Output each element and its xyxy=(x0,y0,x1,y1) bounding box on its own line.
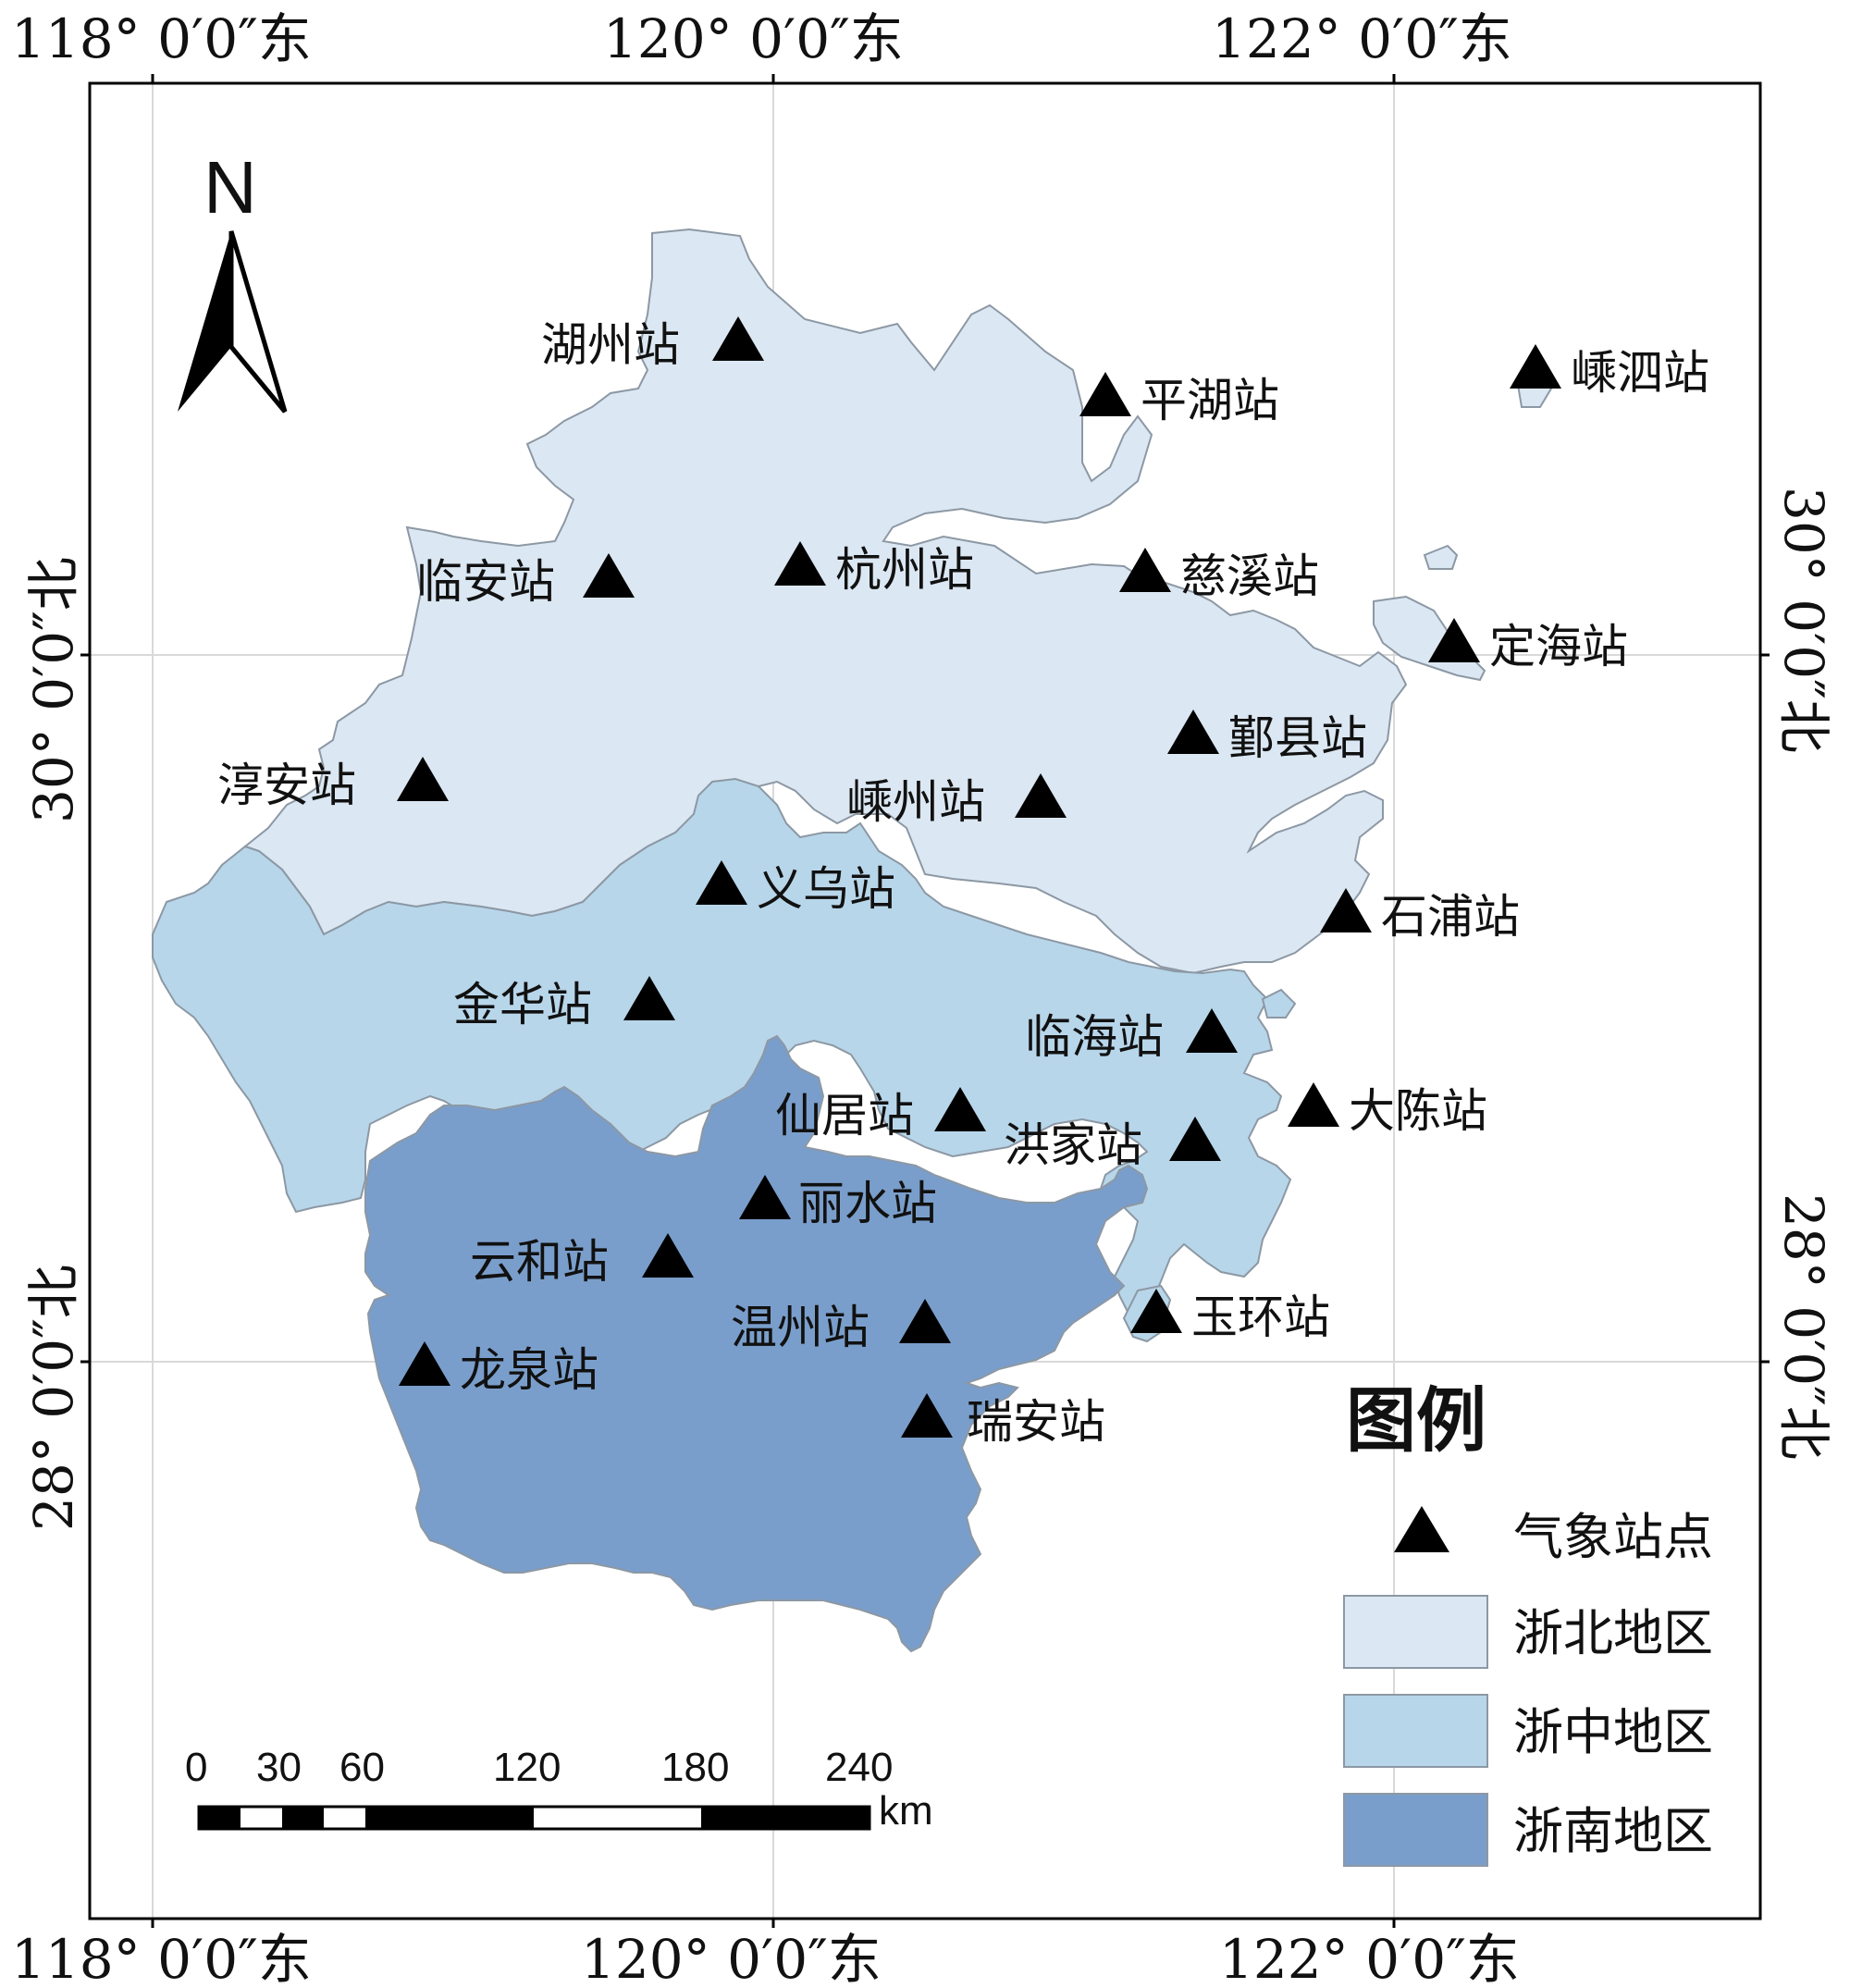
station-label: 洪家站 xyxy=(1004,1118,1142,1172)
coord-top-118: 118° 0′0″东 xyxy=(11,7,312,70)
station-marker xyxy=(1428,618,1480,662)
triangle-icon xyxy=(1394,1506,1449,1552)
station-marker xyxy=(1079,372,1131,416)
station-label: 鄞县站 xyxy=(1228,711,1367,765)
station-marker xyxy=(934,1087,986,1131)
legend-swatch-central xyxy=(1343,1694,1488,1768)
legend-label-north: 浙北地区 xyxy=(1513,1604,1713,1662)
region-south xyxy=(364,1034,1149,1653)
station-marker xyxy=(1015,773,1067,818)
station-label: 玉环站 xyxy=(1191,1290,1330,1344)
station-label: 云和站 xyxy=(470,1235,609,1289)
station-label: 嵊泗站 xyxy=(1571,346,1709,400)
legend-swatch-north xyxy=(1343,1595,1488,1669)
station-label: 义乌站 xyxy=(757,862,895,916)
legend-label-station: 气象站点 xyxy=(1513,1508,1713,1566)
coord-bottom-120: 120° 0′0″东 xyxy=(581,1928,882,1988)
coord-top-122: 122° 0′0″东 xyxy=(1212,7,1512,70)
map-frame xyxy=(88,81,1762,1920)
scale-bar: 0 30 60 120 180 240 km xyxy=(185,1745,933,1834)
station-label: 金华站 xyxy=(453,978,592,1031)
station-label: 仙居站 xyxy=(775,1089,914,1142)
station-marker xyxy=(1169,1117,1221,1161)
scale-tick-label: 240 xyxy=(825,1745,893,1790)
station-label: 临安站 xyxy=(416,555,555,609)
scale-tick-label: 60 xyxy=(339,1745,385,1790)
station-marker xyxy=(623,976,675,1020)
station-marker xyxy=(1167,710,1219,754)
station-label: 淳安站 xyxy=(217,759,356,812)
station-marker xyxy=(901,1393,953,1438)
coord-bottom-118: 118° 0′0″东 xyxy=(11,1928,312,1988)
station-marker xyxy=(712,316,764,361)
station-label: 平湖站 xyxy=(1141,374,1279,427)
station-marker xyxy=(642,1233,694,1278)
coord-right-30: 30° 0′0″北 xyxy=(1772,487,1835,753)
station-marker xyxy=(774,541,826,586)
station-marker xyxy=(399,1341,450,1386)
north-arrow: N xyxy=(178,146,288,414)
coord-bottom-122: 122° 0′0″东 xyxy=(1219,1928,1520,1988)
coord-left-28: 28° 0′0″北 xyxy=(22,1265,85,1531)
coord-left-30: 30° 0′0″北 xyxy=(22,557,85,823)
north-arrow-dark-half xyxy=(178,231,231,412)
frame-ticks xyxy=(80,74,1770,1928)
coord-right-28: 28° 0′0″北 xyxy=(1772,1193,1835,1460)
station-marker xyxy=(1320,888,1372,932)
station-label: 石浦站 xyxy=(1381,890,1520,944)
scale-unit: km xyxy=(879,1788,933,1834)
station-marker xyxy=(1510,344,1561,389)
station-label: 临海站 xyxy=(1025,1010,1164,1064)
station-label: 大陈站 xyxy=(1349,1084,1487,1138)
scale-tick-label: 30 xyxy=(256,1745,302,1790)
legend-title: 图例 xyxy=(1346,1379,1486,1462)
scale-tick-label: 180 xyxy=(661,1745,729,1790)
legend-label-central: 浙中地区 xyxy=(1513,1703,1713,1761)
station-marker xyxy=(397,757,449,801)
station-label: 湖州站 xyxy=(541,318,680,372)
station-marker xyxy=(1288,1082,1339,1127)
station-marker xyxy=(1186,1008,1238,1053)
station-marker xyxy=(899,1299,951,1343)
legend: 图例 气象站点 浙北地区 浙中地区 浙南地区 xyxy=(1343,1379,1713,1867)
region-north xyxy=(242,228,1408,975)
station-marker xyxy=(1119,548,1171,592)
stations-layer: 湖州站 嵊泗站 平湖站 临安站 杭州站 慈溪站 定海站 鄞县站 淳安站 嵊州站 … xyxy=(217,316,1709,1449)
station-marker xyxy=(1130,1289,1182,1333)
station-label: 定海站 xyxy=(1489,620,1628,673)
north-arrow-light-half xyxy=(228,230,288,414)
station-label: 瑞安站 xyxy=(967,1395,1105,1449)
coord-top-120: 120° 0′0″东 xyxy=(603,7,904,70)
scale-tick-label: 0 xyxy=(185,1745,207,1790)
station-marker xyxy=(583,553,635,598)
station-marker xyxy=(739,1175,791,1219)
station-label: 温州站 xyxy=(731,1301,870,1354)
station-label: 龙泉站 xyxy=(460,1343,598,1397)
north-label: N xyxy=(204,146,257,228)
scale-tick-label: 120 xyxy=(493,1745,561,1790)
station-label: 杭州站 xyxy=(835,543,974,597)
station-label: 嵊州站 xyxy=(846,775,985,829)
legend-label-south: 浙南地区 xyxy=(1513,1802,1713,1860)
station-marker xyxy=(696,860,747,905)
station-label: 丽水站 xyxy=(798,1177,937,1230)
station-label: 慈溪站 xyxy=(1180,549,1319,603)
legend-swatch-south xyxy=(1343,1793,1488,1867)
